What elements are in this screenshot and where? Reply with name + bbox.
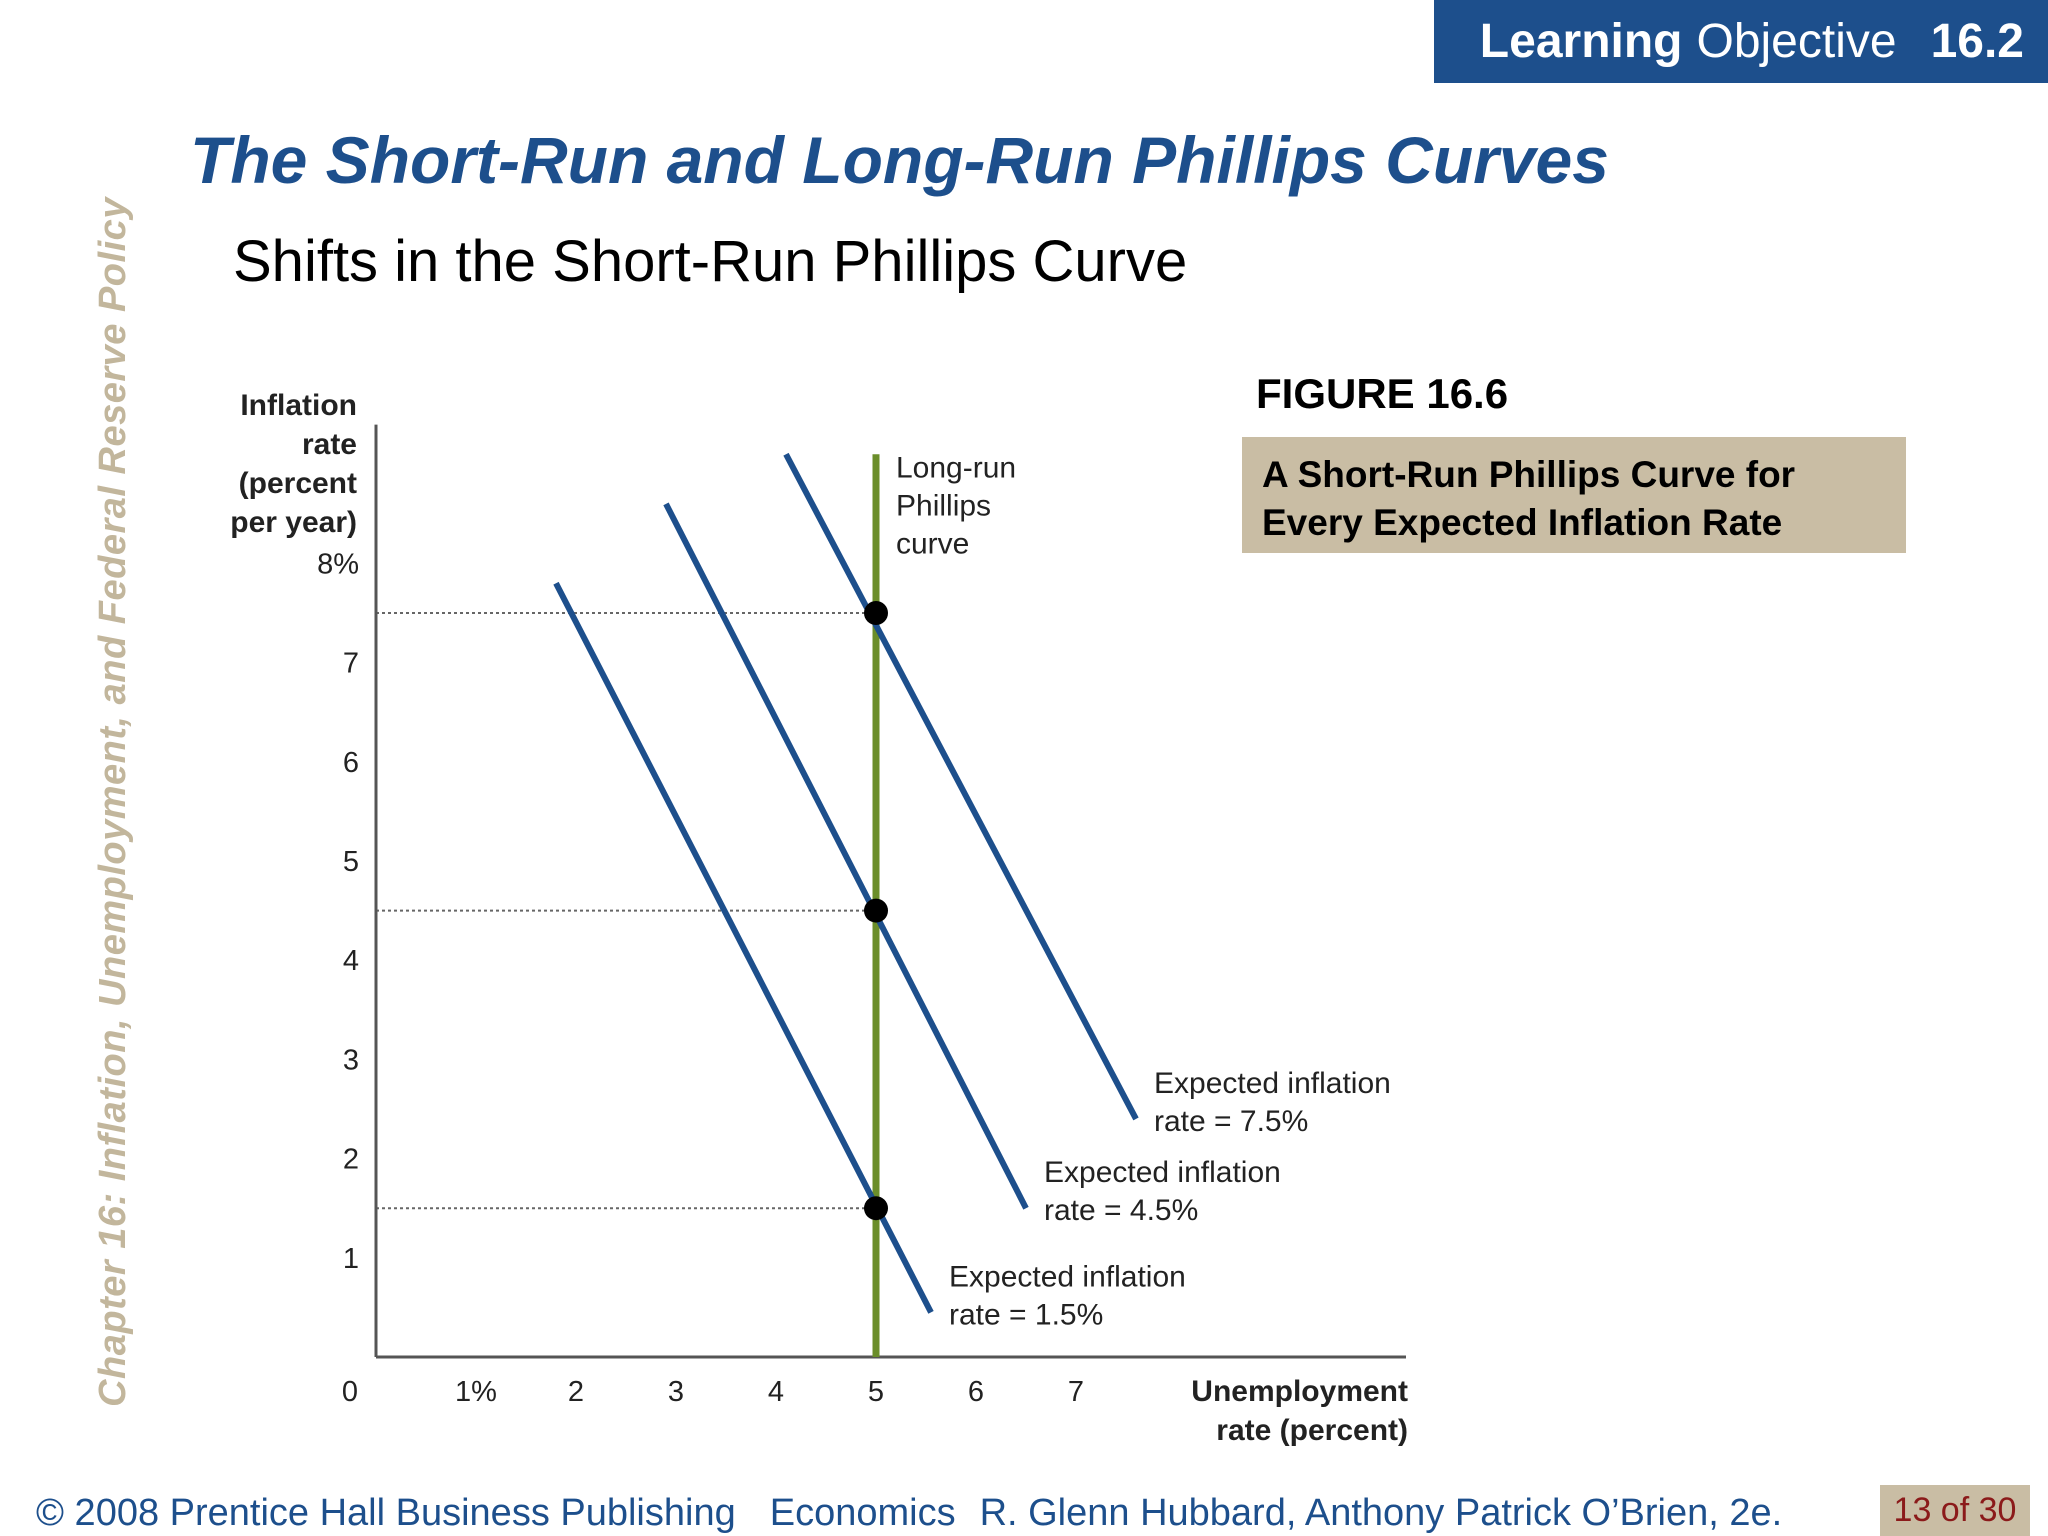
x-tick-label: 1% [455, 1376, 497, 1408]
y-axis-title-line-2: rate [302, 428, 357, 461]
curve-label-2-line-2: rate = 4.5% [1044, 1194, 1198, 1227]
long-run-label-line-1: Long-run [896, 451, 1016, 484]
figure-caption: A Short-Run Phillips Curve for Every Exp… [1242, 437, 1906, 553]
slide-title: The Short-Run and Long-Run Phillips Curv… [190, 123, 1609, 197]
origin-label: 0 [342, 1376, 358, 1408]
x-axis-title-line-2: rate (percent) [1216, 1414, 1408, 1447]
learning-objective-badge: Learning Objective 16.2 [1434, 0, 2048, 83]
slide-subtitle: Shifts in the Short-Run Phillips Curve [233, 229, 1188, 294]
objective-label: Objective [1696, 15, 1897, 68]
curve-label-2-line-1: Expected inflation [1044, 1156, 1281, 1189]
short-run-phillips-curve-3 [783, 452, 1139, 1121]
curve-label-3-line-1: Expected inflation [1154, 1067, 1391, 1100]
equilibrium-point-2 [864, 898, 888, 923]
y-tick-label: 1 [343, 1243, 359, 1275]
y-tick-label: 6 [343, 747, 359, 779]
curve-label-1-line-2: rate = 1.5% [949, 1298, 1103, 1331]
equilibrium-point-3 [864, 601, 888, 625]
curve-label-3-line-2: rate = 7.5% [1154, 1105, 1308, 1138]
x-tick-label: 7 [1068, 1376, 1084, 1408]
y-tick-label: 3 [343, 1044, 359, 1076]
phillips-curve-chart: Long-run Phillips curve Expected inflation r… [230, 389, 1408, 1447]
long-run-label-line-2: Phillips [896, 489, 991, 522]
x-tick-label: 2 [568, 1376, 584, 1408]
learning-label: Learning [1479, 15, 1683, 68]
x-tick-label: 3 [668, 1376, 684, 1408]
long-run-label-line-3: curve [896, 527, 969, 560]
footer-copyright: © 2008 Prentice Hall Business Publishing [36, 1491, 736, 1534]
y-tick-label: 2 [343, 1144, 359, 1176]
x-axis-title-line-1: Unemployment [1191, 1375, 1408, 1408]
footer-authors: R. Glenn Hubbard, Anthony Patrick O’Brie… [979, 1491, 1783, 1534]
objective-number: 16.2 [1930, 15, 2024, 68]
y-tick-label: 4 [343, 945, 359, 977]
x-tick-label: 6 [968, 1376, 984, 1408]
page-number-badge: 13 of 30 [1880, 1485, 2030, 1536]
x-tick-label: 5 [868, 1376, 884, 1408]
curve-label-1-line-1: Expected inflation [949, 1260, 1186, 1293]
y-tick-label: 5 [343, 846, 359, 878]
figure-caption-line-1: A Short-Run Phillips Curve for [1262, 454, 1796, 495]
figure-caption-line-2: Every Expected Inflation Rate [1262, 502, 1783, 543]
short-run-phillips-curve-1 [553, 581, 934, 1314]
footer: © 2008 Prentice Hall Business Publishing… [0, 1490, 1880, 1536]
y-tick-label: 8% [317, 548, 359, 580]
y-axis-title-line-1: Inflation [240, 389, 357, 422]
figure-label: FIGURE 16.6 [1256, 370, 1509, 417]
x-tick-label: 4 [768, 1376, 784, 1408]
y-axis-title-line-3: (percent [239, 467, 357, 500]
short-run-phillips-curve-2 [663, 502, 1029, 1210]
footer-course: Economics [769, 1491, 956, 1534]
equilibrium-point-1 [864, 1196, 888, 1221]
y-tick-label: 7 [343, 648, 359, 680]
y-axis-title-line-4: per year) [230, 506, 357, 539]
